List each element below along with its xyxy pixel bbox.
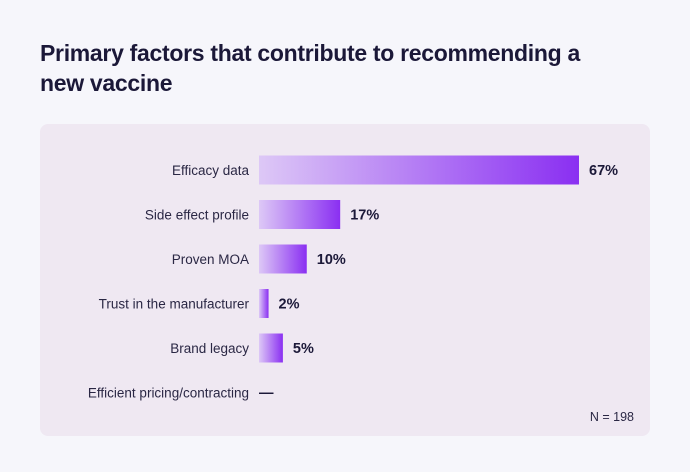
- category-label-efficient-pricing-contracting: Efficient pricing/contracting: [88, 386, 249, 401]
- chart-title: Primary factors that contribute to recom…: [40, 40, 580, 96]
- value-label-efficient-pricing-contracting: —: [259, 386, 274, 402]
- chart-panel: Efficacy data 67% Side effect profile 17% Pr…: [40, 124, 650, 436]
- bar-chart: Efficacy data 67% Side effect profile 17% Pr…: [88, 155, 618, 402]
- category-label-brand-legacy: Brand legacy: [170, 341, 249, 356]
- bar-side-effect-profile: [259, 200, 341, 229]
- category-label-efficacy-data: Efficacy data: [172, 163, 250, 178]
- bar-trust-in-the-manufacturer: [259, 289, 269, 318]
- category-label-trust-in-the-manufacturer: Trust in the manufacturer: [99, 297, 250, 312]
- value-label-efficacy-data: 67%: [589, 163, 618, 179]
- bar-brand-legacy: [259, 333, 283, 363]
- sample-size-note: N = 198: [589, 410, 634, 424]
- category-label-proven-moa: Proven MOA: [172, 252, 249, 267]
- value-label-side-effect-profile: 17%: [350, 208, 379, 224]
- value-label-proven-moa: 10%: [317, 252, 346, 268]
- value-label-trust-in-the-manufacturer: 2%: [279, 297, 300, 313]
- bar-efficacy-data: [259, 155, 579, 185]
- category-label-side-effect-profile: Side effect profile: [145, 208, 249, 223]
- bar-proven-moa: [259, 244, 307, 274]
- value-label-brand-legacy: 5%: [293, 341, 314, 357]
